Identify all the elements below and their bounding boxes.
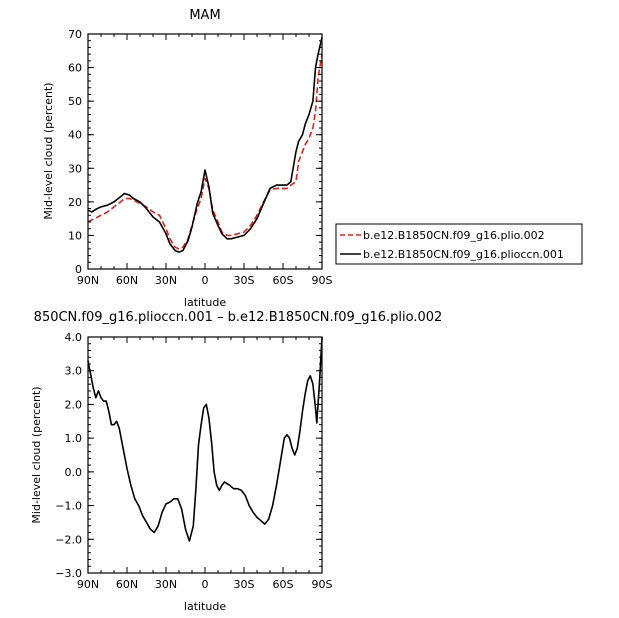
y-tick-label: 30 <box>68 162 82 175</box>
x-tick-label: 30S <box>234 274 255 287</box>
y-tick-label: 60 <box>68 62 82 75</box>
y-tick-label: 2.0 <box>65 398 83 411</box>
y-tick-label: −1.0 <box>55 500 82 513</box>
bottom-plot-title: 850CN.f09_g16.plioccn.001 – b.e12.B1850C… <box>34 310 443 325</box>
bottom-plot-marks <box>87 336 323 542</box>
y-tick-label: 1.0 <box>65 432 83 445</box>
series-line-0-1 <box>87 37 323 253</box>
top-plot-title: MAM <box>189 8 220 23</box>
bottom-plot: 850CN.f09_g16.plioccn.001 – b.e12.B1850C… <box>30 310 442 613</box>
x-tick-label: 60N <box>116 274 138 287</box>
x-tick-label: 60S <box>273 274 294 287</box>
x-tick-label: 30N <box>155 578 177 591</box>
y-tick-label: 10 <box>68 229 82 242</box>
legend-box <box>335 223 583 265</box>
x-tick-label: 90N <box>77 578 99 591</box>
bottom-plot-frame <box>87 336 323 574</box>
x-tick-label: 0 <box>202 578 209 591</box>
top-plot-y-ticks: 0 10 20 30 40 50 60 70 <box>68 28 322 276</box>
series-line-1-0 <box>87 336 323 542</box>
legend-label-plio: b.e12.B1850CN.f09_g16.plio.002 <box>363 229 545 242</box>
y-tick-label: 0.0 <box>65 466 83 479</box>
y-tick-label: 0 <box>75 263 82 276</box>
y-tick-label: 3.0 <box>65 365 83 378</box>
top-plot-y-axis-label: Mid-level cloud (percent) <box>42 82 55 219</box>
y-tick-label: 20 <box>68 196 82 209</box>
series-line-0-0 <box>87 53 323 250</box>
top-plot-x-axis-label: latitude <box>184 296 226 309</box>
x-tick-label: 90S <box>312 578 333 591</box>
y-tick-label: −2.0 <box>55 533 82 546</box>
top-plot-x-ticks: 90N 60N 30N 0 30S 60S 90S <box>77 34 333 287</box>
bottom-plot-y-axis-label: Mid-level cloud (percent) <box>30 386 43 523</box>
x-tick-label: 30S <box>234 578 255 591</box>
x-tick-label: 0 <box>202 274 209 287</box>
top-plot-marks <box>87 37 323 253</box>
x-tick-label: 90N <box>77 274 99 287</box>
y-tick-label: 50 <box>68 95 82 108</box>
x-tick-label: 30N <box>155 274 177 287</box>
y-tick-label: 40 <box>68 129 82 142</box>
bottom-plot-x-ticks: 90N 60N 30N 0 30S 60S 90S <box>77 337 333 591</box>
top-plot: MAM 90N 60N 30N 0 30S 60S 90S 010203040506070 … <box>42 8 333 309</box>
y-tick-label: −3.0 <box>55 567 82 580</box>
top-plot-frame <box>87 33 323 270</box>
legend: b.e12.B1850CN.f09_g16.plio.002 b.e12.B18… <box>335 223 583 265</box>
x-tick-label: 90S <box>312 274 333 287</box>
bottom-plot-y-ticks: −3.0 −2.0 −1.0 0.0 1.0 2.0 3.0 4.0 <box>55 331 322 580</box>
legend-label-plioccn: b.e12.B1850CN.f09_g16.plioccn.001 <box>363 248 564 261</box>
x-tick-label: 60S <box>273 578 294 591</box>
y-tick-label: 4.0 <box>65 331 83 344</box>
y-tick-label: 70 <box>68 28 82 41</box>
x-tick-label: 60N <box>116 578 138 591</box>
bottom-plot-x-axis-label: latitude <box>184 600 226 613</box>
